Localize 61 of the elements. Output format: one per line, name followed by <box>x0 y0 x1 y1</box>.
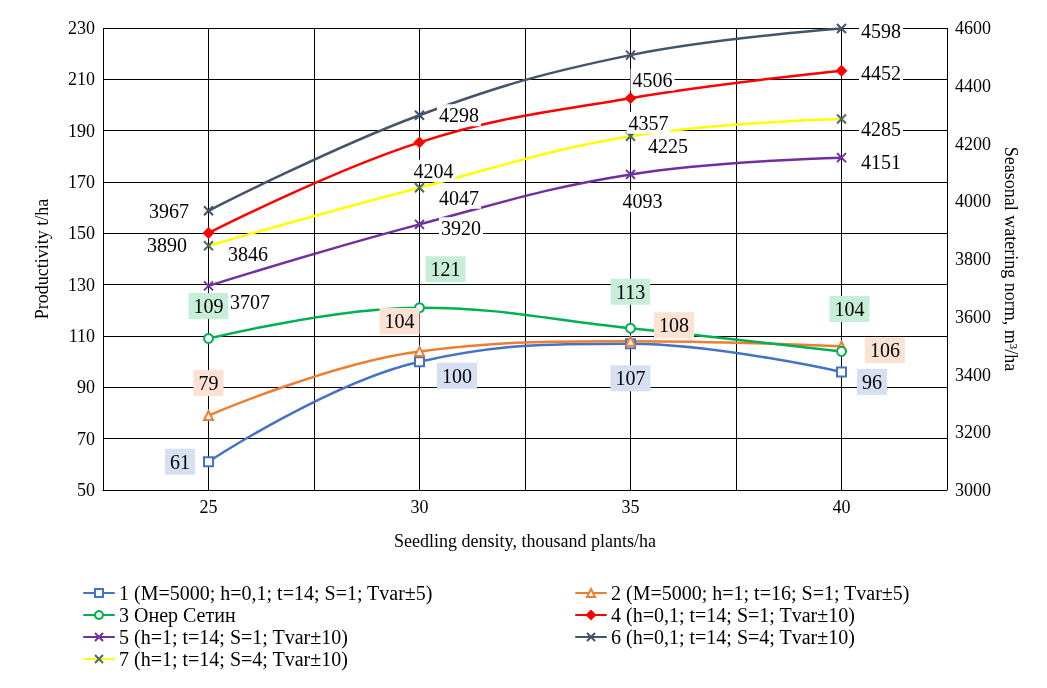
legend-label: 3 Онер Сетин <box>119 604 236 627</box>
data-label: 107 <box>615 367 646 390</box>
data-label: 4285 <box>861 117 901 140</box>
data-label: 4506 <box>632 68 673 91</box>
data-label: 61 <box>170 450 190 473</box>
data-label: 104 <box>384 309 415 332</box>
legend-label: 5 (h=1; t=14; S=1; Tvar±10) <box>119 626 348 649</box>
data-label: 3890 <box>147 234 187 257</box>
legend-label: 7 (h=1; t=14; S=4; Tvar±10) <box>119 648 348 671</box>
legend-label: 6 (h=0,1; t=14; S=4; Tvar±10) <box>611 626 855 649</box>
y-tick-label: 70 <box>77 428 95 449</box>
data-label: 3920 <box>441 217 481 240</box>
legend-label: 2 (M=5000; h=1; t=16; S=1; Tvar±5) <box>611 582 910 605</box>
y2-tick-label: 3800 <box>955 249 991 269</box>
legend-label: 1 (M=5000; h=0,1; t=14; S=1; Tvar±5) <box>119 582 433 605</box>
y-axis-title: Productivity t/ha <box>32 198 52 320</box>
y2-tick-label: 3000 <box>955 480 991 500</box>
y-tick-label: 230 <box>68 18 95 38</box>
data-label: 3967 <box>149 199 189 222</box>
legend-label: 4 (h=0,1; t=14; S=1; Tvar±10) <box>611 604 855 627</box>
data-label: 4151 <box>861 150 901 173</box>
data-label: 4298 <box>439 104 479 127</box>
x-axis-title: Seedling density, thousand plants/ha <box>394 531 656 551</box>
y-tick-label: 150 <box>68 223 95 244</box>
data-label: 79 <box>198 372 219 395</box>
y2-tick-label: 3600 <box>955 306 991 327</box>
x-tick-label: 40 <box>832 497 851 517</box>
data-label: 96 <box>862 370 882 393</box>
data-label: 4093 <box>622 189 663 212</box>
data-label: 100 <box>442 364 472 387</box>
data-label: 3846 <box>228 242 268 265</box>
y2-axis-title: Seasonal watering norm, m³/ha <box>1000 146 1021 372</box>
y-tick-label: 170 <box>68 172 95 192</box>
data-label: 4598 <box>861 19 901 42</box>
data-label: 113 <box>615 280 646 303</box>
y-tick-label: 130 <box>68 274 95 295</box>
x-tick-label: 30 <box>410 497 429 517</box>
x-tick-label: 35 <box>621 497 640 517</box>
data-label: 4357 <box>628 111 669 134</box>
data-label: 3707 <box>230 290 270 313</box>
y2-tick-label: 3200 <box>955 422 991 443</box>
y2-tick-label: 4000 <box>955 191 991 212</box>
y2-tick-label: 3400 <box>955 364 991 385</box>
y-tick-label: 110 <box>68 326 95 346</box>
data-label: 4047 <box>439 186 479 209</box>
y-tick-label: 90 <box>77 377 95 398</box>
data-label: 106 <box>870 339 900 362</box>
data-label: 104 <box>834 297 865 320</box>
y2-tick-label: 4600 <box>955 18 991 38</box>
y2-tick-label: 4400 <box>955 75 991 96</box>
y-tick-label: 190 <box>68 120 95 141</box>
x-tick-label: 25 <box>199 497 218 517</box>
data-label: 4452 <box>861 61 901 84</box>
data-label: 109 <box>193 295 224 318</box>
y2-tick-label: 4200 <box>955 133 991 154</box>
y-tick-label: 210 <box>68 69 95 90</box>
data-label: 4204 <box>413 159 454 182</box>
data-label: 108 <box>659 314 689 337</box>
y-tick-label: 50 <box>77 480 95 500</box>
data-label: 4225 <box>648 135 688 158</box>
data-label: 121 <box>430 258 461 281</box>
